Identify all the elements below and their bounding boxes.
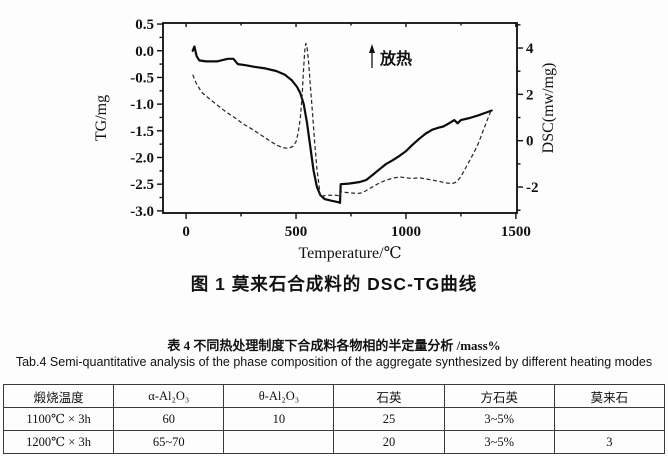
y-right-tick-label: -2	[526, 180, 539, 196]
table-head: 煅烧温度 α-Al₂O₃ θ-Al₂O₃ 石英 方石英 莫来石	[2, 384, 666, 408]
column-header: α-Al₂O₃	[113, 384, 225, 408]
y-left-tick-label: -2.5	[130, 177, 154, 193]
table-body: 1100℃ × 3h 60 10 25 3~5% 1200℃ × 3h 65~70 20 3~5…	[2, 407, 666, 454]
y-right-axis-title: DSC(mw/mg)	[540, 63, 557, 154]
x-tick-label: 1500	[501, 224, 531, 240]
x-tick-label: 1000	[391, 224, 421, 240]
curves	[191, 42, 493, 204]
table-cell: 1100℃ × 3h	[2, 407, 115, 431]
exotherm-annotation: 放热	[369, 44, 412, 68]
y-right-tick-label: 4	[526, 41, 534, 57]
y-left-tick-label: -1.5	[130, 124, 154, 140]
y-right-tick-label: 2	[526, 87, 534, 103]
table-title-en: Tab.4 Semi-quantitative analysis of the …	[15, 355, 653, 369]
y-left-tick-label: -2.0	[130, 150, 154, 166]
table-cell: 1200℃ × 3h	[2, 430, 115, 454]
y-left-tick-label: 0.0	[135, 44, 154, 60]
y-left-tick-label: -3.0	[130, 204, 154, 220]
x-tick-label: 0	[182, 224, 190, 240]
table-row: 1100℃ × 3h 60 10 25 3~5%	[2, 407, 666, 431]
x-tick-label: 500	[285, 224, 308, 240]
table-cell: 25	[333, 407, 445, 431]
table-cell	[553, 407, 666, 431]
table-cell: 3~5%	[443, 407, 555, 431]
column-header: 煅烧温度	[2, 384, 115, 408]
table-cell: 3	[553, 430, 666, 454]
figure-caption: 图 1 莫来石合成料的 DSC-TG曲线	[190, 274, 478, 294]
table-cell: 65~70	[113, 430, 225, 454]
x-axis-title: Temperature/℃	[299, 245, 402, 262]
up-arrow-head-icon	[369, 44, 375, 53]
column-header: 莫来石	[553, 384, 666, 408]
y-left-tick-label: 0.5	[135, 17, 154, 33]
y-left-tick-label: -0.5	[130, 70, 154, 86]
table-header-row: 煅烧温度 α-Al₂O₃ θ-Al₂O₃ 石英 方石英 莫来石	[2, 384, 666, 408]
table-cell: 20	[333, 430, 445, 454]
column-header: θ-Al₂O₃	[223, 384, 335, 408]
phase-table-wrap: 煅烧温度 α-Al₂O₃ θ-Al₂O₃ 石英 方石英 莫来石 1100℃ × 3h 60 1…	[2, 384, 666, 454]
dsc-curve	[192, 42, 492, 198]
column-header: 方石英	[443, 384, 555, 408]
annotation-label: 放热	[379, 49, 412, 68]
axis-ticks	[157, 23, 523, 219]
y-right-tick-label: 0	[526, 134, 534, 150]
table-title-zh: 表 4 不同热处理制度下合成料各物相的半定量分析 /mass%	[167, 338, 501, 353]
phase-table: 煅烧温度 α-Al₂O₃ θ-Al₂O₃ 石英 方石英 莫来石 1100℃ × 3h 60 1…	[2, 384, 666, 454]
y-left-axis-title: TG/mg	[93, 95, 110, 141]
table-cell: 3~5%	[443, 430, 555, 454]
column-header: 石英	[333, 384, 445, 408]
y-left-tick-label: -1.0	[130, 97, 154, 113]
tg-curve	[191, 45, 493, 204]
axis-tick-labels: 0 500 1000 1500 0.5 0.0 -0.5 -1.0 -1.5 -2.0 -2.5 -3…	[130, 17, 538, 240]
table-row: 1200℃ × 3h 65~70 20 3~5% 3	[2, 430, 666, 454]
table-cell	[223, 430, 335, 454]
dsc-tg-chart: 0 500 1000 1500 0.5 0.0 -0.5 -1.0 -1.5 -2.0 -2.5 -3…	[93, 17, 557, 262]
table-cell: 60	[113, 407, 225, 431]
table-cell: 10	[223, 407, 335, 431]
